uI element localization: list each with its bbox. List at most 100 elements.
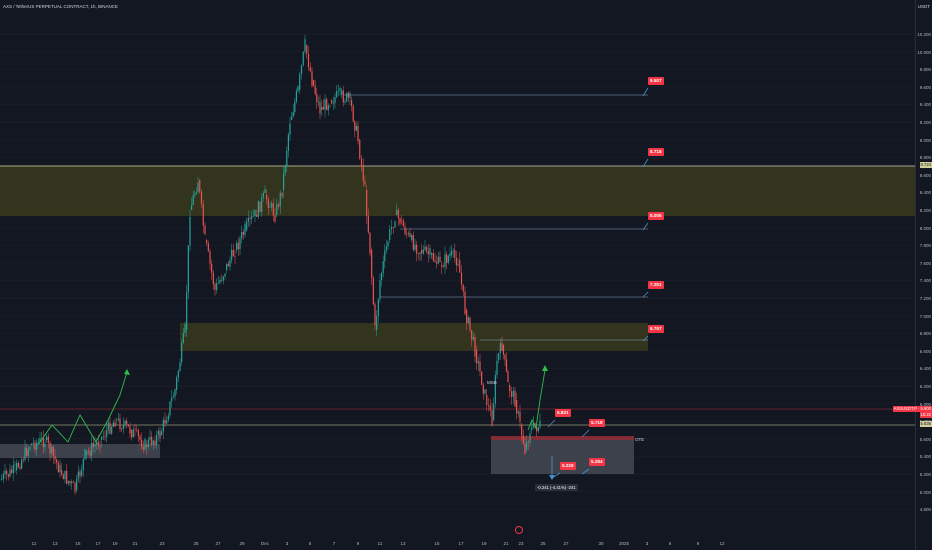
candle-body <box>109 422 111 434</box>
candle-body <box>19 466 21 469</box>
candle-body <box>221 279 223 281</box>
candle-body <box>124 420 126 425</box>
label-pointer <box>642 222 649 231</box>
price-label-5228: 5.228 <box>560 462 576 470</box>
candle-body <box>81 469 83 476</box>
candle-body <box>529 433 531 443</box>
time-tick: 3 <box>285 541 289 546</box>
candle-body <box>417 253 419 255</box>
candle-body <box>281 192 283 197</box>
candle-body <box>231 249 233 260</box>
candle-body <box>481 371 483 385</box>
candle-body <box>27 449 29 456</box>
price-tick: 6.400 <box>919 366 931 372</box>
axis-badge-upper-level: 8.724 <box>919 162 932 168</box>
price-tick: 9.200 <box>919 120 931 125</box>
candle-body <box>31 443 33 445</box>
candle-body <box>355 125 357 131</box>
candle-body <box>455 257 457 266</box>
candle-body <box>504 354 506 360</box>
candle-body <box>294 101 296 113</box>
candle-body <box>379 280 381 300</box>
candle-body <box>82 458 84 470</box>
candle-body <box>486 395 488 406</box>
candle-body <box>444 254 446 267</box>
candle-body <box>339 88 341 91</box>
candle-body <box>122 424 124 430</box>
candle-body <box>447 256 449 263</box>
candle-body <box>22 459 24 461</box>
candle-body <box>299 74 301 90</box>
candle-body <box>64 470 66 480</box>
candle-body <box>421 250 423 254</box>
candle-body <box>366 190 368 217</box>
candle-body <box>195 192 197 194</box>
candle-body <box>359 140 361 159</box>
time-tick: 30 <box>598 541 604 546</box>
candle-body <box>412 235 414 250</box>
time-tick: 11 <box>31 541 37 546</box>
candle-body <box>402 220 404 227</box>
candle-body <box>381 272 383 280</box>
candle-body <box>329 105 331 107</box>
candle-body <box>271 203 273 208</box>
candle-body <box>174 389 176 397</box>
label-pointer <box>581 429 590 438</box>
time-tick: 9 <box>696 541 700 546</box>
candle-body <box>387 241 389 247</box>
candle-body <box>252 216 254 217</box>
candle-body <box>462 284 464 292</box>
candle-body <box>21 459 23 469</box>
candle-body <box>512 390 514 397</box>
candle-body <box>114 422 116 427</box>
candle-body <box>474 336 476 357</box>
candle-body <box>76 478 78 490</box>
candle-body <box>297 86 299 92</box>
measure-label: -0.241 (-4.41%) -241 <box>535 484 578 491</box>
candle-body <box>151 436 153 445</box>
time-tick: 21 <box>503 541 509 546</box>
candle-body <box>162 419 164 432</box>
candle-body <box>232 249 234 257</box>
candle-body <box>411 235 413 240</box>
supply-zone-mid <box>180 323 648 351</box>
candle-body <box>102 436 104 437</box>
price-label-5831: 5.831 <box>555 409 571 417</box>
candle-body <box>431 253 433 255</box>
price-axis[interactable]: USDT 10.200 10.000 9.800 9.600 9.400 9.200 9.0… <box>892 0 932 550</box>
price-tick: 7.400 <box>919 278 931 284</box>
tradingview-logo-icon[interactable] <box>515 526 523 534</box>
ote-label: OTE <box>635 437 645 442</box>
time-tick: 15 <box>75 541 81 546</box>
candle-body <box>166 420 168 424</box>
axis-badge-lower-level: 5.836 <box>919 421 932 427</box>
candle-body <box>117 418 119 420</box>
candle-body <box>374 304 376 325</box>
candle-body <box>441 265 443 267</box>
candle-body <box>284 165 286 174</box>
price-label-8718: 8.718 <box>648 148 664 156</box>
candle-body <box>406 233 408 235</box>
candle-body <box>522 435 524 444</box>
candle-body <box>446 254 448 263</box>
candle-body <box>437 256 439 264</box>
candle-body <box>134 429 136 431</box>
candle-body <box>52 446 54 456</box>
candle-body <box>371 250 373 278</box>
label-pointer <box>581 468 590 475</box>
price-tick: 6.800 <box>919 331 931 337</box>
label-pointer <box>642 158 649 168</box>
candle-body <box>436 262 438 264</box>
candle-body <box>372 277 374 305</box>
candle-body <box>404 226 406 234</box>
candle-body <box>59 465 61 473</box>
candle-body <box>164 419 166 424</box>
candle-body <box>6 470 8 475</box>
symbol-header: AXS / TetherUS PERPETUAL CONTRACT, 1h, B… <box>3 4 119 9</box>
candle-body <box>261 197 263 212</box>
candle-body <box>439 256 441 262</box>
candle-body <box>327 105 329 111</box>
candle-body <box>336 91 338 98</box>
